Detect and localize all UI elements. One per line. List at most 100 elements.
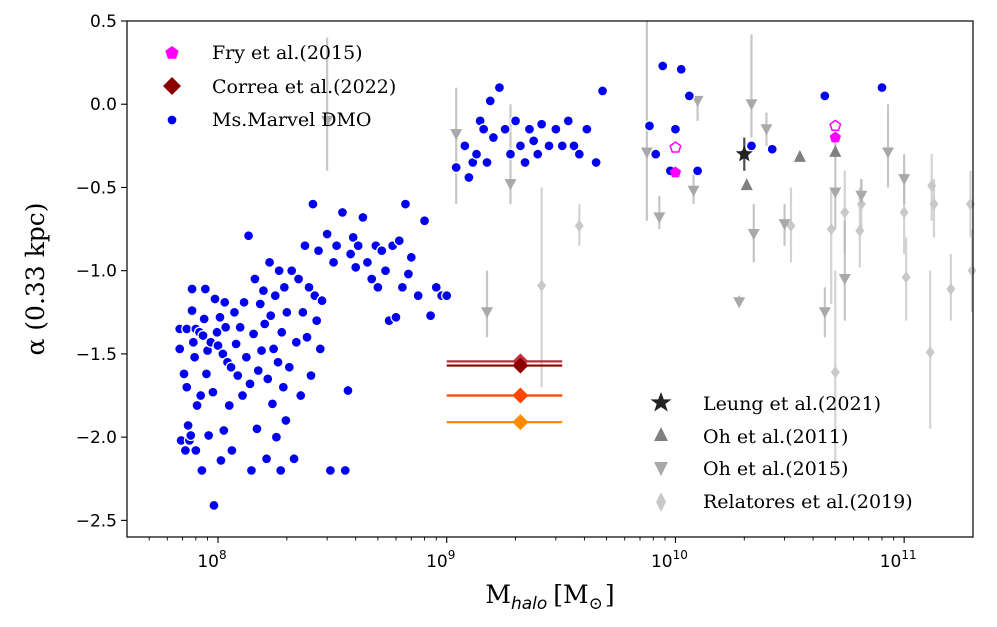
correa-point	[512, 357, 529, 374]
msmarvel-point	[257, 285, 270, 297]
oh2015-point	[818, 307, 831, 319]
oh2011-point	[740, 178, 753, 191]
msmarvel-point	[262, 373, 274, 385]
msmarvel-point	[273, 265, 285, 277]
legend-marker-relatores	[656, 492, 666, 512]
msmarvel-point	[342, 384, 354, 397]
msmarvel-point	[186, 304, 198, 317]
msmarvel-point	[244, 378, 256, 390]
msmarvel-point	[232, 369, 244, 382]
fry-point-filled	[669, 166, 682, 178]
msmarvel-point	[493, 81, 506, 94]
msmarvel-point	[441, 289, 453, 302]
relatores-point	[786, 219, 796, 232]
msmarvel-point	[200, 368, 213, 380]
legend-label-oh2015: Oh et al.(2015)	[703, 458, 848, 480]
msmarvel-point	[402, 268, 415, 280]
msmarvel-point	[528, 135, 540, 147]
msmarvel-point	[307, 198, 319, 210]
msmarvel-point	[876, 81, 888, 94]
msmarvel-point	[280, 414, 292, 427]
legend-label-msmarvel: Ms.Marvel DMO	[212, 109, 371, 131]
msmarvel-point	[568, 140, 580, 152]
msmarvel-point	[292, 273, 305, 285]
oh2015-point	[653, 212, 666, 224]
msmarvel-point	[301, 331, 313, 343]
fry-point-filled	[829, 131, 841, 143]
msmarvel-point	[412, 289, 424, 302]
msmarvel-point	[766, 143, 778, 155]
msmarvel-point	[199, 283, 211, 295]
msmarvel-point	[251, 423, 263, 435]
msmarvel-point	[195, 389, 207, 402]
msmarvel-point	[590, 156, 602, 169]
msmarvel-point	[396, 281, 409, 293]
msmarvel-point	[249, 273, 261, 285]
msmarvel-point	[185, 429, 197, 442]
x-axis-label-close: ]	[605, 580, 615, 609]
msmarvel-point	[190, 444, 202, 457]
msmarvel-point	[352, 240, 364, 252]
msmarvel-point	[236, 389, 249, 402]
msmarvel-point	[207, 386, 219, 398]
correa-point	[512, 387, 529, 404]
y-tick-label: 0.5	[90, 12, 117, 32]
msmarvel-point	[303, 281, 315, 293]
msmarvel-point	[321, 228, 333, 240]
legend-marker-oh2011	[654, 427, 668, 441]
relatores-point	[925, 346, 935, 359]
msmarvel-point	[281, 306, 293, 318]
msmarvel-point	[220, 321, 232, 333]
msmarvel-point	[181, 381, 193, 393]
msmarvel-point	[252, 364, 264, 377]
msmarvel-point	[376, 245, 388, 257]
msmarvel-point	[196, 464, 208, 477]
msmarvel-point	[188, 351, 201, 363]
msmarvel-point	[211, 326, 223, 338]
msmarvel-point	[361, 256, 374, 269]
x-axis-label-main: M	[485, 580, 511, 609]
oh2011-point	[793, 149, 806, 162]
comparison-markers	[321, 21, 977, 471]
msmarvel-point	[219, 296, 231, 308]
msmarvel-point	[504, 148, 517, 160]
msmarvel-point	[366, 273, 378, 285]
relatores-point	[901, 271, 911, 284]
msmarvel-point	[215, 454, 227, 467]
legend-top-left: Fry et al.(2015) Correa et al.(2022) Ms.…	[163, 42, 396, 131]
msmarvel-point	[191, 399, 203, 412]
msmarvel-point	[202, 429, 215, 442]
oh2015-point	[481, 307, 494, 319]
msmarvel-point	[234, 321, 246, 333]
msmarvel-point	[424, 309, 437, 322]
msmarvel-point	[297, 306, 309, 318]
msmarvel-point	[174, 343, 186, 355]
msmarvel-point	[532, 148, 544, 160]
oh2015-point	[898, 174, 911, 186]
msmarvel-point	[339, 464, 351, 477]
oh2015-point	[504, 179, 517, 191]
legend-marker-fry	[165, 46, 179, 59]
x-tick-label: 1011	[880, 548, 917, 572]
legend-marker-correa	[163, 77, 181, 95]
y-tick-label: −0.5	[76, 178, 117, 198]
legend-marker-msmarvel	[166, 114, 178, 126]
axis-ticks: 0.5 0.0 −0.5 −1.0 −1.5 −2.0 −2.5 108 109 1010 1011	[76, 12, 917, 572]
msmarvel-point	[238, 296, 250, 308]
msmarvel-point	[379, 265, 392, 277]
legend-label-leung: Leung et al.(2021)	[703, 393, 881, 415]
msmarvel-point	[669, 123, 682, 135]
relatores-point	[929, 198, 939, 211]
msmarvel-point	[277, 381, 289, 393]
plot-frame	[126, 20, 974, 538]
oh2015-point	[450, 129, 463, 141]
relatores-point	[830, 366, 840, 379]
x-tick-label: 108	[197, 548, 226, 572]
msmarvel-point	[178, 368, 190, 380]
oh2015-point	[733, 297, 746, 309]
msmarvel-point	[675, 63, 687, 75]
msmarvel-point	[242, 230, 255, 242]
oh2011-point	[829, 144, 842, 157]
y-tick-label: 0.0	[90, 95, 117, 115]
